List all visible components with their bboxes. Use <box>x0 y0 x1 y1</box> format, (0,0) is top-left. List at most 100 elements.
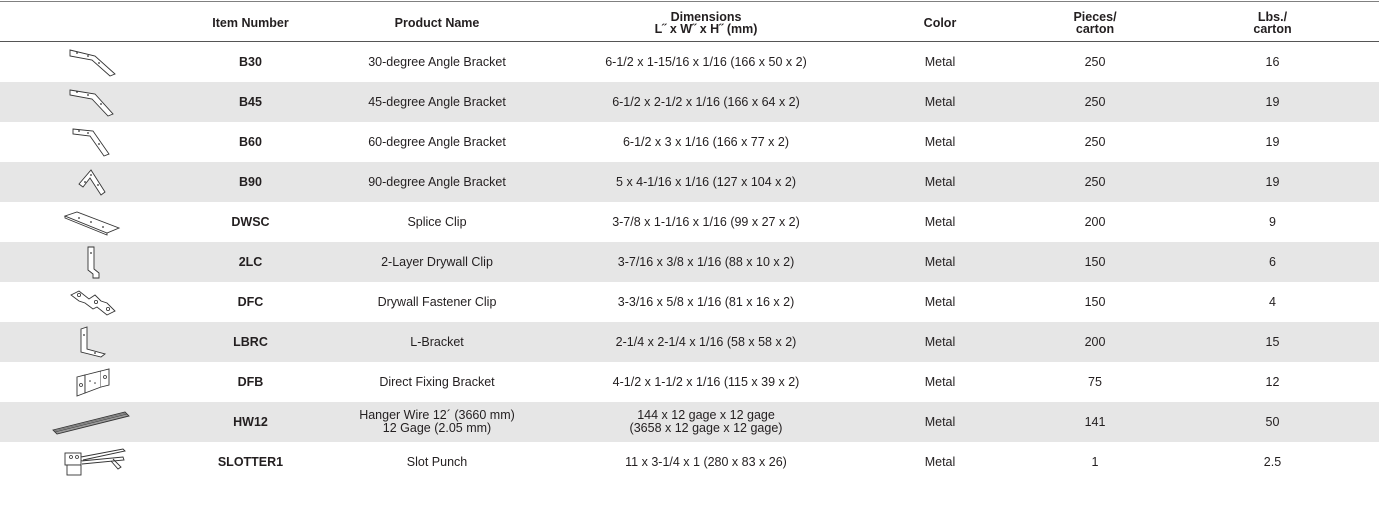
item-number: B90 <box>183 162 318 202</box>
table-row: DFC Drywall Fastener Clip 3-3/16 x 5/8 x… <box>0 282 1379 322</box>
l-bracket-icon <box>80 326 106 358</box>
header-item-number: Item Number <box>183 5 318 42</box>
product-image <box>0 282 183 322</box>
product-name: 45-degree Angle Bracket <box>318 82 556 122</box>
hanger-wire-icon <box>51 411 130 435</box>
angle-bracket-60-icon <box>72 128 110 157</box>
product-name: Hanger Wire 12´ (3660 mm) 12 Gage (2.05 m… <box>318 402 556 442</box>
color: Metal <box>856 402 1024 442</box>
color: Metal <box>856 162 1024 202</box>
product-image <box>0 162 183 202</box>
pieces-per-carton: 250 <box>1024 162 1166 202</box>
header-product-name: Product Name <box>318 5 556 42</box>
dimensions: 3-3/16 x 5/8 x 1/16 (81 x 16 x 2) <box>617 295 795 309</box>
pieces-per-carton: 250 <box>1024 82 1166 122</box>
product-name: Slot Punch <box>406 455 468 469</box>
product-image <box>0 82 183 122</box>
dimensions: 11 x 3-1/4 x 1 (280 x 83 x 26) <box>625 455 787 469</box>
product-name: 2-Layer Drywall Clip <box>318 242 556 282</box>
dimensions: 6-1/2 x 2-1/2 x 1/16 (166 x 64 x 2) <box>556 82 856 122</box>
dimensions: 2-1/4 x 2-1/4 x 1/16 (58 x 58 x 2) <box>556 322 856 362</box>
product-image <box>0 242 183 282</box>
item-number: LBRC <box>183 322 318 362</box>
lbs-per-carton: 2.5 <box>1263 455 1282 469</box>
header-color: Color <box>856 5 1024 42</box>
table-row: B30 30-degree Angle Bracket 6-1/2 x 1-15… <box>0 42 1379 83</box>
pieces-per-carton: 150 <box>1084 295 1106 309</box>
table-row: B45 45-degree Angle Bracket 6-1/2 x 2-1/… <box>0 82 1379 122</box>
angle-bracket-45-icon <box>69 89 114 117</box>
product-image <box>0 122 183 162</box>
lbs-per-carton: 19 <box>1166 82 1379 122</box>
color: Metal <box>924 375 956 389</box>
dimensions: 6-1/2 x 1-15/16 x 1/16 (166 x 50 x 2) <box>605 55 807 69</box>
header-row: Item Number Product Name Dimensions L˝ x … <box>0 5 1379 42</box>
color: Metal <box>924 455 956 469</box>
lbs-per-carton: 50 <box>1166 402 1379 442</box>
item-number: SLOTTER1 <box>217 455 284 469</box>
product-image <box>0 322 183 362</box>
header-pieces: Pieces/carton <box>1024 5 1166 42</box>
lbs-per-carton: 19 <box>1265 135 1280 149</box>
pieces-per-carton: 250 <box>1084 55 1106 69</box>
product-name: 60-degree Angle Bracket <box>368 135 506 149</box>
dimensions: 5 x 4-1/16 x 1/16 (127 x 104 x 2) <box>556 162 856 202</box>
dimensions: 6-1/2 x 3 x 1/16 (166 x 77 x 2) <box>622 135 790 149</box>
item-number: B45 <box>183 82 318 122</box>
pieces-per-carton: 75 <box>1088 375 1102 389</box>
item-number: DWSC <box>231 215 270 229</box>
header-lbs: Lbs./carton <box>1166 5 1379 42</box>
lbs-per-carton: 16 <box>1265 55 1280 69</box>
lbs-per-carton: 19 <box>1166 162 1379 202</box>
lbs-per-carton: 12 <box>1265 375 1280 389</box>
table-row: DFB Direct Fixing Bracket 4-1/2 x 1-1/2 … <box>0 362 1379 402</box>
product-name: Direct Fixing Bracket <box>379 375 495 389</box>
color: Metal <box>924 215 956 229</box>
table-row: DWSC Splice Clip 3-7/8 x 1-1/16 x 1/16 (… <box>0 202 1379 242</box>
product-name: Splice Clip <box>407 215 467 229</box>
color: Metal <box>924 135 956 149</box>
pieces-per-carton: 141 <box>1024 402 1166 442</box>
lbs-per-carton: 9 <box>1269 215 1276 229</box>
dimensions: 3-7/8 x 1-1/16 x 1/16 (99 x 27 x 2) <box>612 215 800 229</box>
top-rule <box>0 1 1379 2</box>
pieces-per-carton: 250 <box>1084 135 1106 149</box>
dimensions: 3-7/16 x 3/8 x 1/16 (88 x 10 x 2) <box>556 242 856 282</box>
table-row: 2LC 2-Layer Drywall Clip 3-7/16 x 3/8 x … <box>0 242 1379 282</box>
item-number: HW12 <box>183 402 318 442</box>
item-number: B30 <box>239 55 262 69</box>
item-number: DFC <box>237 295 264 309</box>
color: Metal <box>856 242 1024 282</box>
product-image <box>0 42 183 83</box>
product-image <box>0 202 183 242</box>
header-dimensions: Dimensions L˝ x W˝ x H˝ (mm) <box>556 5 856 42</box>
slot-punch-icon <box>64 448 126 476</box>
product-name: 90-degree Angle Bracket <box>318 162 556 202</box>
table-row: SLOTTER1 Slot Punch 11 x 3-1/4 x 1 (280 … <box>0 442 1379 482</box>
angle-bracket-30-icon <box>69 49 116 77</box>
color: Metal <box>924 295 956 309</box>
product-name: Drywall Fastener Clip <box>377 295 497 309</box>
color: Metal <box>856 322 1024 362</box>
pieces-per-carton: 200 <box>1084 215 1106 229</box>
lbs-per-carton: 15 <box>1166 322 1379 362</box>
drywall-clip-icon <box>87 246 99 279</box>
dimensions: 4-1/2 x 1-1/2 x 1/16 (115 x 39 x 2) <box>612 375 800 389</box>
pieces-per-carton: 1 <box>1091 455 1099 469</box>
color: Metal <box>924 55 956 69</box>
pieces-per-carton: 200 <box>1024 322 1166 362</box>
splice-clip-icon <box>63 211 120 236</box>
fixing-bracket-icon <box>76 368 109 397</box>
table-row: B90 90-degree Angle Bracket 5 x 4-1/16 x… <box>0 162 1379 202</box>
item-number: B60 <box>239 135 262 149</box>
table-row: LBRC L-Bracket 2-1/4 x 2-1/4 x 1/16 (58 … <box>0 322 1379 362</box>
product-table: Item Number Product Name Dimensions L˝ x … <box>0 5 1379 482</box>
item-number: 2LC <box>183 242 318 282</box>
dimensions: 144 x 12 gage x 12 gage (3658 x 12 gage x… <box>556 402 856 442</box>
table-row: B60 60-degree Angle Bracket 6-1/2 x 3 x … <box>0 122 1379 162</box>
fastener-clip-icon <box>69 290 116 316</box>
product-name: L-Bracket <box>318 322 556 362</box>
product-image <box>0 402 183 442</box>
color: Metal <box>856 82 1024 122</box>
